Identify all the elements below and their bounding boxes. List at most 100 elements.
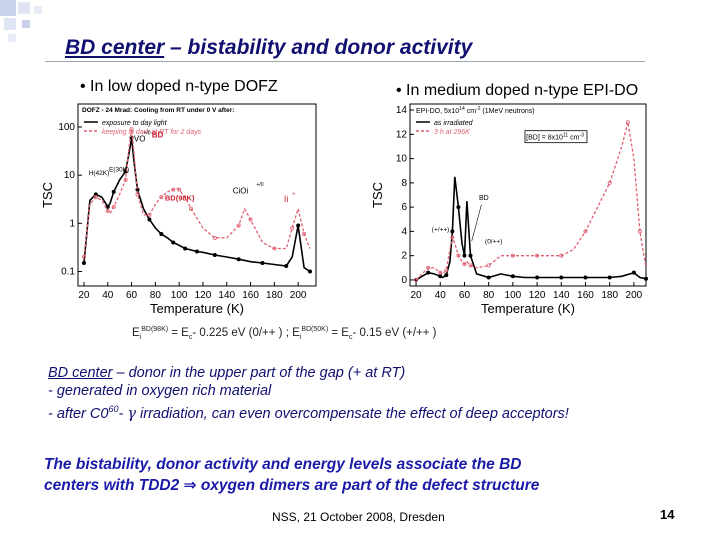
chart-title-part: EPI-DO, 5x10 [416,108,459,115]
bd-line-3-c: irradiation, can even overcompensate the… [135,405,569,422]
series-point-1 [456,205,461,210]
label-e30k: E(30K) [109,166,129,173]
series-point-1 [510,274,515,279]
series-point-1 [450,229,455,234]
energy-e1-sub: i [139,334,142,342]
inset-label-part: 11 [563,133,568,139]
x-tick-label: 60 [459,290,471,301]
series-point-1 [426,270,431,275]
conclusion-line-2: centers with TDD2 ⇒ oxygen dimers are pa… [44,475,539,496]
series-point-2 [236,223,241,228]
y-tick-label: 6 [401,202,407,213]
series-point-2 [123,177,128,182]
label-plus-plusplus: (+/++) [432,226,450,233]
y-tick-label: 2 [401,251,407,262]
y-tick-label: 10 [64,170,76,181]
y-tick-label: 12 [396,129,408,140]
x-tick-label: 20 [78,290,90,301]
label-bd-pointer [471,204,482,242]
x-tick-label: 40 [435,290,447,301]
series-point-2 [414,277,419,282]
bd-line-1-rest: – donor in the upper part of the gap (+ … [112,365,406,381]
label-zero-plusplus: (0/++) [485,239,502,246]
x-tick-label: 20 [410,290,422,301]
series-line-1 [83,137,311,273]
legend-label-1: as irradiated [434,120,474,127]
bd-line-3-a: - after C0 [48,405,109,422]
conclusion-line-2-b: oxygen dimers are part of the defect str… [196,477,540,494]
title-bd-center: BD center [65,36,165,59]
x-tick-label: 180 [266,290,283,301]
series-point-1 [444,273,449,278]
energy-val1: - 0.225 eV (0/++ ) ; E [192,326,300,339]
series-point-1 [468,253,473,258]
series-point-2 [177,187,182,192]
y-tick-label: 14 [396,105,408,116]
legend-label-2: 3 h at 296K [434,129,470,136]
y-axis-label: TSC [40,182,55,208]
page-title: BD center – bistability and donor activi… [65,36,472,60]
series-point-2 [248,217,253,222]
x-tick-label: 120 [529,290,546,301]
series-point-1 [535,275,540,280]
series-point-1 [236,257,241,262]
label-vo: VO [134,134,146,143]
series-point-1 [183,246,188,251]
y-tick-label: 4 [401,226,407,237]
y-tick-label: 100 [58,122,75,133]
series-point-2 [129,127,134,132]
series-point-2 [450,235,455,240]
x-axis-label: Temperature (K) [150,301,244,316]
chart-title-part: 14 [459,106,465,112]
series-point-2 [426,265,431,270]
label-ii-charge: + [292,191,295,197]
x-tick-label: 160 [577,290,594,301]
legend-label-2: keeping in dark at RT for 2 days [102,129,202,136]
inset-label-part: -3 [579,133,584,139]
y-tick-label: 0.1 [61,266,75,277]
x-tick-label: 160 [242,290,259,301]
series-point-2 [607,180,612,185]
bd-line-3: - after C060- γ irradiation, can even ov… [48,400,569,423]
series-point-1 [462,253,467,258]
series-point-1 [111,189,116,194]
x-tick-label: 40 [102,290,114,301]
y-tick-label: 0 [401,275,407,286]
conclusion-line-1: The bistability, donor activity and ener… [44,456,522,473]
series-point-2 [462,262,467,267]
series-point-2 [637,229,642,234]
x-tick-label: 120 [195,290,212,301]
series-point-1 [607,275,612,280]
series-point-2 [189,206,194,211]
series-point-2 [159,195,164,200]
series-point-2 [456,253,461,258]
energy-c2-sub: c [348,334,353,342]
bd-line-3-b: - [118,405,128,422]
series-point-2 [583,229,588,234]
label-bd: BD [152,131,164,140]
y-axis-label: TSC [370,182,385,208]
bd-line-2: - generated in oxygen rich material [48,383,272,399]
x-tick-label: 80 [150,290,162,301]
series-point-1 [260,261,265,266]
inset-label-part: cm [568,135,579,142]
y-tick-label: 1 [69,218,75,229]
series-point-2 [93,195,98,200]
conclusion: The bistability, donor activity and ener… [44,454,539,496]
series-point-1 [308,269,313,274]
series-point-1 [643,276,648,281]
plot-frame [409,103,647,287]
series-point-2 [81,254,86,259]
series-point-1 [105,204,110,209]
bd-center-description: BD center – donor in the upper part of t… [48,364,569,423]
label-vo-charge: +/0 [143,130,150,136]
series-point-2 [468,263,473,268]
plot-frame [77,103,317,287]
label-h42k: H(42K) [89,170,110,177]
energy-c-sub: c [188,334,193,342]
series-point-2 [559,253,564,258]
series-point-1 [159,232,164,237]
series-point-2 [147,212,152,217]
bd-line-1: BD center – donor in the upper part of t… [48,364,569,382]
series-point-1 [486,275,491,280]
